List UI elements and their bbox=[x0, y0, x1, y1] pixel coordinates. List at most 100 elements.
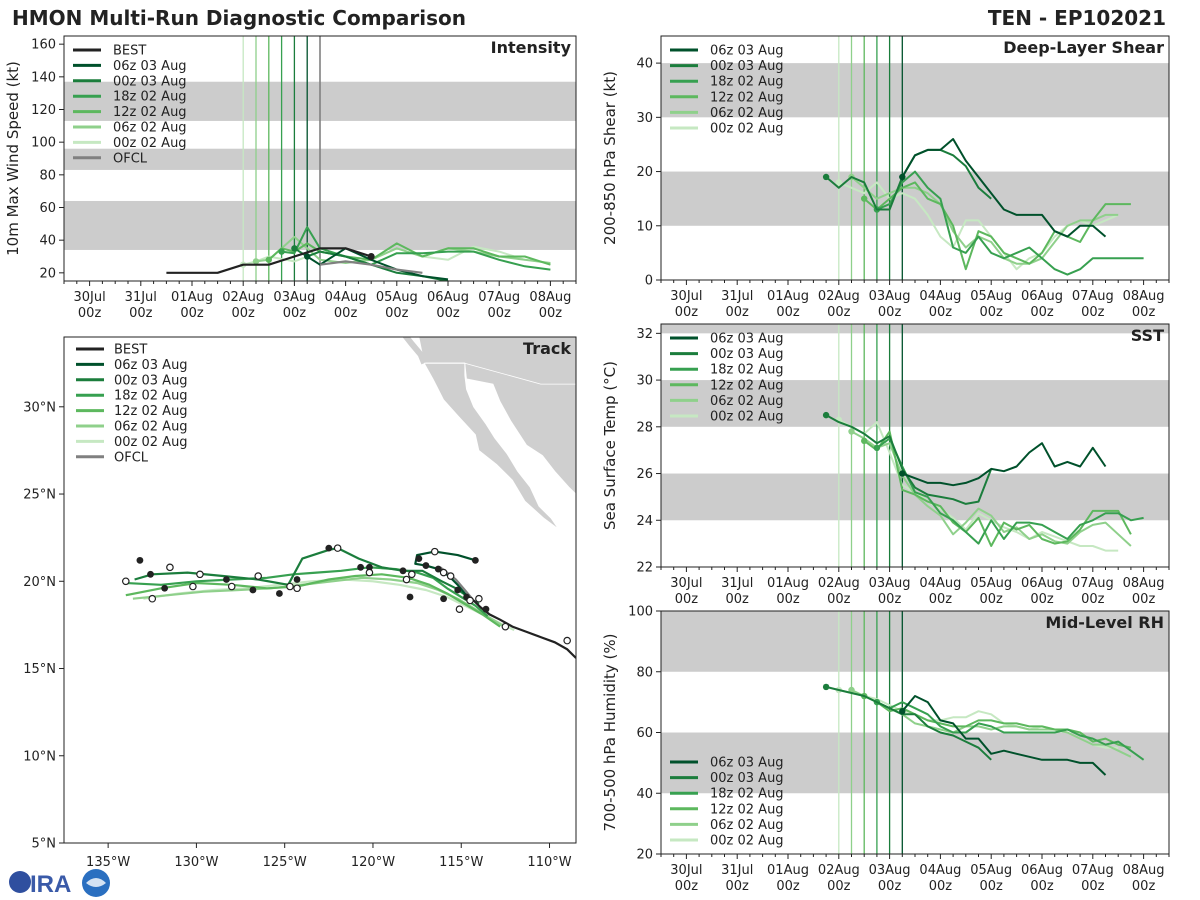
sst-xtick-hour: 00z bbox=[1030, 592, 1054, 607]
track-marker-12z bbox=[293, 584, 301, 593]
sst-xtick-hour: 00z bbox=[776, 592, 800, 607]
track-marker-12z bbox=[166, 563, 174, 572]
track-marker-12z bbox=[446, 572, 455, 580]
intensity-xtick-date: 08Aug bbox=[529, 290, 571, 305]
intensity-xtick-hour: 00z bbox=[129, 306, 153, 321]
rh-ytick-label: 100 bbox=[628, 605, 653, 620]
rh-legend-label: 00z 02 Aug bbox=[710, 834, 784, 849]
shear-xtick-date: 30Jul bbox=[670, 289, 702, 304]
intensity-init-point bbox=[252, 258, 260, 265]
intensity-xtick-hour: 00z bbox=[78, 306, 102, 321]
track-marker-12z bbox=[365, 568, 374, 577]
sst-init-point bbox=[873, 444, 881, 452]
intensity-title: Intensity bbox=[491, 38, 572, 57]
sst-panel: 22242628303230Jul00z31Jul00z01Aug00z02Au… bbox=[601, 323, 1170, 607]
track-legend-label: 18z 02 Aug bbox=[114, 389, 188, 404]
shear-series-line bbox=[876, 170, 1144, 276]
track-series-line bbox=[125, 566, 489, 618]
sst-xtick-date: 07Aug bbox=[1072, 576, 1114, 591]
sst-series-line bbox=[901, 442, 1107, 487]
intensity-xtick-hour: 00z bbox=[334, 306, 358, 321]
sst-xtick-date: 03Aug bbox=[869, 576, 911, 591]
shear-xtick-date: 01Aug bbox=[767, 289, 809, 304]
intensity-legend-label: 00z 02 Aug bbox=[113, 136, 187, 151]
sst-init-point bbox=[899, 470, 906, 477]
shear-xtick-hour: 00z bbox=[1030, 305, 1054, 320]
sst-xtick-date: 06Aug bbox=[1021, 576, 1063, 591]
track-marker-12z bbox=[254, 572, 263, 580]
intensity-xtick-hour: 00z bbox=[539, 306, 563, 321]
track-marker-12z bbox=[189, 582, 197, 591]
intensity-xtick-hour: 00z bbox=[385, 306, 409, 321]
track-marker-12z bbox=[148, 594, 157, 603]
track-marker-12z bbox=[475, 594, 483, 603]
shear-xtick-hour: 00z bbox=[878, 305, 902, 320]
sst-xtick-date: 02Aug bbox=[818, 576, 860, 591]
shear-legend-label: 12z 02 Aug bbox=[710, 90, 784, 105]
sst-xtick-date: 08Aug bbox=[1123, 576, 1165, 591]
shear-series-line bbox=[901, 138, 1107, 238]
rh-xtick-date: 04Aug bbox=[919, 863, 961, 878]
rh-xtick-hour: 00z bbox=[878, 879, 902, 894]
shear-init-point bbox=[835, 179, 842, 186]
sst-series-line bbox=[876, 437, 1144, 545]
shear-ylabel: 200-850 hPa Shear (kt) bbox=[601, 71, 619, 245]
sst-xtick-hour: 00z bbox=[827, 592, 851, 607]
sst-xtick-hour: 00z bbox=[980, 592, 1004, 607]
shear-ytick-label: 10 bbox=[636, 219, 653, 234]
sst-ytick-label: 24 bbox=[636, 514, 653, 529]
track-marker-12z bbox=[563, 636, 571, 645]
track-marker-00z bbox=[357, 563, 365, 571]
track-legend-label: 06z 02 Aug bbox=[114, 420, 188, 435]
figure-title: HMON Multi-Run Diagnostic Comparison bbox=[12, 6, 466, 30]
shear-xtick-date: 07Aug bbox=[1072, 289, 1114, 304]
sst-ytick-label: 26 bbox=[636, 467, 653, 482]
intensity-xtick-date: 03Aug bbox=[273, 290, 315, 305]
intensity-xtick-date: 30Jul bbox=[73, 290, 105, 305]
track-marker-00z bbox=[161, 584, 169, 592]
rh-xtick-hour: 00z bbox=[776, 879, 800, 894]
track-marker-00z bbox=[293, 576, 301, 583]
rh-xtick-hour: 00z bbox=[1132, 879, 1156, 894]
track-marker-00z bbox=[325, 544, 333, 552]
rh-init-point bbox=[848, 686, 855, 694]
intensity-ytick-label: 160 bbox=[31, 38, 56, 53]
rh-ytick-label: 20 bbox=[636, 848, 653, 863]
shear-series-line bbox=[850, 176, 1119, 265]
sst-xtick-hour: 00z bbox=[675, 592, 699, 607]
sst-xtick-hour: 00z bbox=[878, 592, 902, 607]
sst-xtick-date: 31Jul bbox=[721, 576, 753, 591]
rh-xtick-date: 08Aug bbox=[1123, 863, 1165, 878]
shear-ytick-label: 20 bbox=[636, 165, 653, 180]
track-frame bbox=[63, 336, 577, 844]
intensity-ytick-label: 60 bbox=[39, 201, 56, 216]
rh-plot-area bbox=[661, 611, 1169, 854]
rh-xtick-date: 07Aug bbox=[1072, 863, 1114, 878]
rh-series-line bbox=[825, 685, 992, 761]
intensity-xtick-hour: 00z bbox=[283, 306, 307, 321]
intensity-xtick-date: 02Aug bbox=[222, 290, 264, 305]
sst-legend-label: 00z 02 Aug bbox=[710, 410, 784, 425]
rh-xtick-date: 05Aug bbox=[970, 863, 1012, 878]
track-ytick-label: 25°N bbox=[23, 488, 56, 503]
rh-xtick-hour: 00z bbox=[1030, 879, 1054, 894]
intensity-xtick-hour: 00z bbox=[436, 306, 460, 321]
track-xtick-label: 125°W bbox=[263, 855, 307, 870]
shear-xtick-hour: 00z bbox=[726, 305, 750, 320]
track-ytick-label: 30°N bbox=[23, 400, 56, 415]
intensity-xtick-date: 01Aug bbox=[171, 290, 213, 305]
track-xtick-label: 110°W bbox=[527, 855, 571, 870]
sst-init-point bbox=[822, 411, 830, 419]
intensity-series-line bbox=[281, 226, 551, 271]
track-legend-label: 12z 02 Aug bbox=[114, 404, 188, 419]
track-ytick-label: 5°N bbox=[32, 837, 57, 852]
track-marker-00z bbox=[249, 586, 257, 594]
rh-xtick-date: 01Aug bbox=[767, 863, 809, 878]
rh-init-point bbox=[899, 708, 906, 715]
track-marker-00z bbox=[454, 586, 462, 594]
track-marker-12z bbox=[430, 547, 439, 556]
intensity-xtick-date: 07Aug bbox=[478, 290, 520, 305]
track-legend-label: 06z 03 Aug bbox=[114, 358, 188, 373]
